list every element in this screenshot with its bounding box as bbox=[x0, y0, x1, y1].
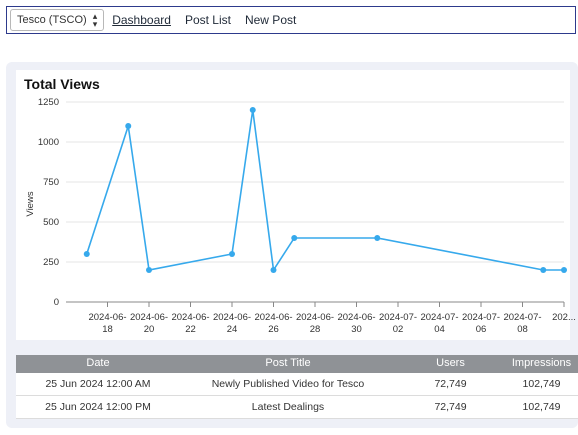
x-tick-label-day: 24 bbox=[227, 324, 238, 335]
nav-post-list-link[interactable]: Post List bbox=[184, 13, 231, 27]
x-tick-label-day: 30 bbox=[351, 324, 362, 335]
x-tick-label: 2024-06- bbox=[130, 312, 168, 323]
x-tick-label-day: 26 bbox=[268, 324, 279, 335]
x-tick-label: 2024-06- bbox=[254, 312, 292, 323]
posts-table: Date Post Title Users Impressions 25 Jun 202… bbox=[16, 355, 578, 420]
views-data-point bbox=[561, 267, 567, 273]
top-navigation-bar: Tesco (TSCO) ▴ ▾ Dashboard Post List New … bbox=[6, 6, 576, 34]
x-tick-label-day: 28 bbox=[310, 324, 321, 335]
x-tick-label: 2024-06- bbox=[296, 312, 334, 323]
table-cell: 102,749 bbox=[522, 401, 561, 413]
y-tick-label: 1000 bbox=[38, 137, 59, 148]
views-data-point bbox=[540, 267, 547, 273]
table-header-cell: Users bbox=[436, 357, 465, 369]
table-cell: 25 Jun 2024 12:00 AM bbox=[45, 378, 151, 390]
company-select-value: Tesco (TSCO) bbox=[17, 14, 87, 26]
views-series-line bbox=[85, 109, 564, 273]
table-cell: 72,749 bbox=[434, 378, 467, 390]
y-axis-label: Views bbox=[25, 191, 36, 216]
views-data-point bbox=[249, 107, 256, 113]
table-header-row: Date Post Title Users Impressions bbox=[16, 355, 578, 373]
table-row: 25 Jun 2024 12:00 AM Newly Published Vide… bbox=[16, 373, 578, 396]
views-data-point bbox=[229, 251, 235, 257]
chart-card bbox=[16, 70, 570, 340]
x-tick-label: 2024-06- bbox=[171, 312, 209, 323]
table-cell: 102,749 bbox=[522, 378, 561, 390]
x-tick-label-day: 02 bbox=[393, 324, 404, 335]
views-data-point bbox=[83, 251, 90, 257]
x-tick-label-day: 22 bbox=[185, 324, 196, 335]
company-select[interactable]: Tesco (TSCO) ▴ ▾ bbox=[10, 9, 105, 31]
y-tick-label: 500 bbox=[43, 217, 59, 228]
y-tick-label: 250 bbox=[43, 257, 59, 268]
x-tick-label: 2024-07- bbox=[503, 312, 541, 323]
views-data-point bbox=[270, 267, 277, 273]
chart-title: Total Views bbox=[24, 76, 100, 92]
x-tick-label: 2024-07- bbox=[420, 312, 458, 323]
views-data-point bbox=[291, 235, 298, 241]
nav-new-post-link[interactable]: New Post bbox=[244, 13, 297, 27]
table-header-cell: Date bbox=[86, 357, 110, 369]
x-tick-label: 2024-07- bbox=[462, 312, 500, 323]
x-tick-label-day: 20 bbox=[144, 324, 155, 335]
nav-dashboard-link[interactable]: Dashboard bbox=[112, 13, 171, 27]
x-tick-label: 2024-06- bbox=[88, 312, 126, 323]
x-tick-label-day: 04 bbox=[434, 324, 445, 335]
x-tick-label-day: 06 bbox=[476, 324, 487, 335]
table-cell: Newly Published Video for Tesco bbox=[211, 378, 365, 390]
views-data-point bbox=[125, 123, 132, 129]
x-tick-label-day: 18 bbox=[102, 324, 113, 335]
x-tick-label: 2024-06- bbox=[337, 312, 375, 323]
table-header-cell: Post Title bbox=[265, 357, 311, 369]
y-tick-label: 750 bbox=[43, 177, 59, 188]
x-tick-label-day: 08 bbox=[517, 324, 528, 335]
select-caret-icon: ▴ ▾ bbox=[92, 11, 98, 29]
x-tick-label: 2024-06- bbox=[213, 312, 251, 323]
table-cell: Latest Dealings bbox=[251, 401, 325, 413]
x-tick-label: 202... bbox=[552, 312, 576, 323]
table-cell: 25 Jun 2024 12:00 PM bbox=[45, 401, 151, 413]
y-tick-label: 1250 bbox=[38, 97, 59, 108]
views-data-point bbox=[146, 267, 152, 273]
table-header-cell: Impressions bbox=[511, 357, 572, 369]
y-tick-label: 0 bbox=[54, 297, 59, 308]
table-cell: 72,749 bbox=[434, 401, 467, 413]
table-row: 25 Jun 2024 12:00 PM Latest Dealings 72,74… bbox=[16, 396, 578, 419]
x-tick-label: 2024-07- bbox=[379, 312, 417, 323]
views-data-point bbox=[374, 235, 381, 241]
